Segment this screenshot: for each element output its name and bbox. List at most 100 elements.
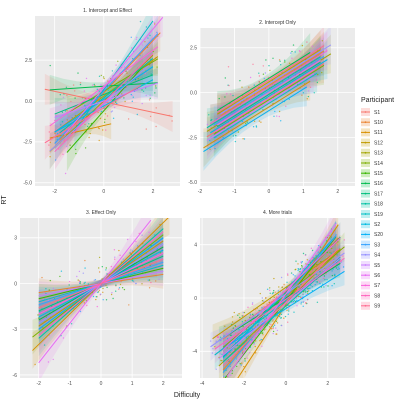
fit-line-S9 xyxy=(216,45,325,113)
point-S15 xyxy=(301,266,303,268)
point-S9 xyxy=(150,281,152,284)
point-S12 xyxy=(278,286,280,288)
point-S15 xyxy=(103,121,106,123)
point-S20 xyxy=(338,268,340,270)
point-S12 xyxy=(306,259,309,261)
legend-label-S11: S11 xyxy=(374,130,383,136)
point-S10 xyxy=(98,271,101,273)
point-S10 xyxy=(262,334,264,336)
point-S5 xyxy=(206,123,209,126)
point-S19 xyxy=(145,26,148,28)
point-S20 xyxy=(293,299,296,302)
point-S16 xyxy=(323,275,326,277)
point-S11 xyxy=(253,120,256,123)
point-S19 xyxy=(107,89,109,91)
point-S15 xyxy=(115,101,117,103)
point-S2 xyxy=(229,365,231,367)
point-S15 xyxy=(262,73,265,75)
fit-line-S3 xyxy=(54,33,159,144)
legend-label-S1: S1 xyxy=(374,110,380,116)
legend-point-S6 xyxy=(364,274,367,277)
point-S11 xyxy=(241,362,243,364)
point-S18 xyxy=(247,335,249,337)
point-S5 xyxy=(303,300,305,303)
point-S16 xyxy=(134,78,137,81)
ribbon-S13 xyxy=(218,235,341,378)
point-S1 xyxy=(66,94,68,97)
point-S7 xyxy=(60,104,62,106)
fit-line-S2 xyxy=(222,235,337,359)
point-S20 xyxy=(116,102,118,105)
point-S9 xyxy=(226,375,229,378)
point-S6 xyxy=(230,374,232,376)
point-S2 xyxy=(301,261,303,263)
point-S14 xyxy=(249,316,251,319)
fit-line-S8 xyxy=(54,53,154,153)
point-S14 xyxy=(237,131,240,133)
point-S4 xyxy=(82,272,85,274)
point-S6 xyxy=(141,44,143,46)
point-S5 xyxy=(245,346,247,348)
point-S17 xyxy=(311,249,314,252)
point-S6 xyxy=(319,249,321,251)
point-S7 xyxy=(222,351,225,354)
point-S14 xyxy=(100,74,103,77)
point-S3 xyxy=(130,36,132,38)
point-S9 xyxy=(265,328,267,330)
point-S6 xyxy=(47,361,50,363)
point-S5 xyxy=(222,386,223,387)
point-S20 xyxy=(243,138,246,140)
point-S11 xyxy=(102,129,104,131)
legend-label-S7: S7 xyxy=(374,283,380,289)
point-S10 xyxy=(97,111,99,114)
point-S2 xyxy=(57,133,59,135)
point-S20 xyxy=(332,268,334,270)
point-S11 xyxy=(150,209,151,210)
point-S18 xyxy=(280,63,282,66)
point-S5 xyxy=(272,105,274,107)
y-tick-label: -5.0 xyxy=(23,181,32,187)
fit-line-S10 xyxy=(222,237,339,371)
point-S8 xyxy=(105,129,107,131)
point-S8 xyxy=(130,251,132,254)
x-tick-label: 0 xyxy=(102,189,105,195)
point-S1 xyxy=(148,99,151,101)
point-S11 xyxy=(255,340,257,342)
point-S2 xyxy=(126,81,129,83)
legend-label-S4: S4 xyxy=(374,253,380,259)
point-S20 xyxy=(331,285,333,287)
point-S4 xyxy=(66,145,68,148)
point-S4 xyxy=(325,284,327,287)
point-S17 xyxy=(115,290,117,292)
point-S20 xyxy=(314,284,316,286)
point-S12 xyxy=(124,100,126,103)
point-S19 xyxy=(39,310,41,313)
point-S6 xyxy=(300,261,302,263)
point-S4 xyxy=(122,258,125,260)
point-S2 xyxy=(112,117,115,120)
legend-point-S10 xyxy=(364,121,367,124)
point-S3 xyxy=(156,31,158,34)
point-S8 xyxy=(242,314,244,317)
legend-point-S7 xyxy=(364,284,367,287)
legend: Participant S1 S10 S11 S12 S13 S14 S15 S16 S17 S18… xyxy=(361,97,394,310)
point-S15 xyxy=(231,372,233,375)
point-S7 xyxy=(269,289,271,291)
point-S12 xyxy=(273,277,275,280)
fit-line-S3 xyxy=(213,55,325,126)
point-S10 xyxy=(84,123,86,126)
point-S3 xyxy=(94,279,97,281)
legend-label-S18: S18 xyxy=(374,202,383,208)
point-S9 xyxy=(270,323,272,326)
point-S18 xyxy=(313,92,315,94)
point-S3 xyxy=(251,327,254,330)
legend-label-S17: S17 xyxy=(374,191,383,197)
point-S16 xyxy=(74,97,76,99)
point-S16 xyxy=(141,89,143,91)
point-S5 xyxy=(76,275,78,278)
y-tick-label: 2.5 xyxy=(25,58,32,64)
point-S11 xyxy=(259,340,261,342)
y-tick-label: 0 xyxy=(194,296,197,302)
x-tick-label: 0 xyxy=(267,189,270,195)
